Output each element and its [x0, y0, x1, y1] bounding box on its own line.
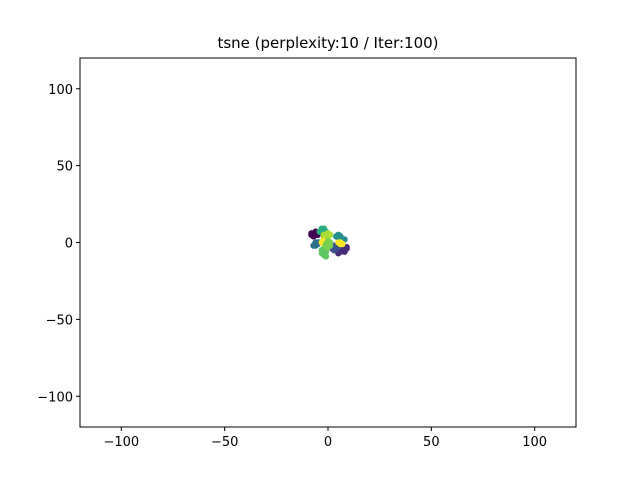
data-point	[318, 246, 325, 254]
y-axis-ticks: −100 −50 0 50 100	[37, 83, 80, 405]
data-point	[343, 245, 350, 252]
x-tick-label: 0	[324, 435, 332, 450]
chart-title: tsne (perplexity:10 / Iter:100)	[217, 34, 438, 52]
x-tick-label: −100	[103, 435, 139, 450]
data-point	[324, 237, 332, 245]
data-point	[326, 231, 334, 239]
points-layer	[308, 225, 350, 260]
data-point	[320, 231, 328, 239]
x-tick-label: 100	[522, 435, 547, 450]
data-point	[337, 239, 344, 246]
data-point	[333, 233, 340, 240]
y-tick-label: 50	[56, 160, 73, 175]
y-tick-label: −100	[37, 390, 73, 405]
x-tick-label: −50	[211, 435, 238, 450]
x-tick-label: 50	[423, 435, 440, 450]
data-point	[310, 233, 317, 240]
x-axis-ticks: −100 −50 0 50 100	[103, 427, 547, 450]
data-point	[312, 239, 319, 246]
y-tick-label: 100	[48, 83, 73, 98]
y-tick-label: −50	[46, 313, 73, 328]
y-tick-label: 0	[65, 237, 73, 252]
